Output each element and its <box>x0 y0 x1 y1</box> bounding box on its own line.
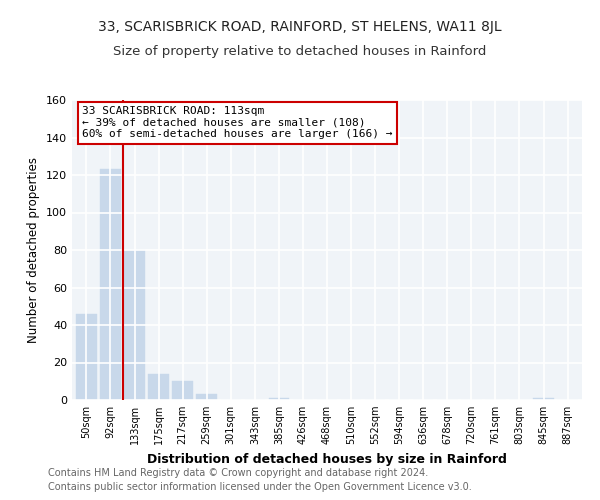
Bar <box>148 374 169 400</box>
Text: Size of property relative to detached houses in Rainford: Size of property relative to detached ho… <box>113 45 487 58</box>
Bar <box>196 394 217 400</box>
Bar <box>269 398 289 400</box>
Bar <box>76 314 97 400</box>
Text: 33 SCARISBRICK ROAD: 113sqm
← 39% of detached houses are smaller (108)
60% of se: 33 SCARISBRICK ROAD: 113sqm ← 39% of det… <box>82 106 392 139</box>
Bar <box>533 398 554 400</box>
Text: Contains public sector information licensed under the Open Government Licence v3: Contains public sector information licen… <box>48 482 472 492</box>
X-axis label: Distribution of detached houses by size in Rainford: Distribution of detached houses by size … <box>147 452 507 466</box>
Bar <box>124 250 145 400</box>
Bar <box>100 170 121 400</box>
Text: Contains HM Land Registry data © Crown copyright and database right 2024.: Contains HM Land Registry data © Crown c… <box>48 468 428 477</box>
Text: 33, SCARISBRICK ROAD, RAINFORD, ST HELENS, WA11 8JL: 33, SCARISBRICK ROAD, RAINFORD, ST HELEN… <box>98 20 502 34</box>
Bar <box>172 381 193 400</box>
Y-axis label: Number of detached properties: Number of detached properties <box>28 157 40 343</box>
